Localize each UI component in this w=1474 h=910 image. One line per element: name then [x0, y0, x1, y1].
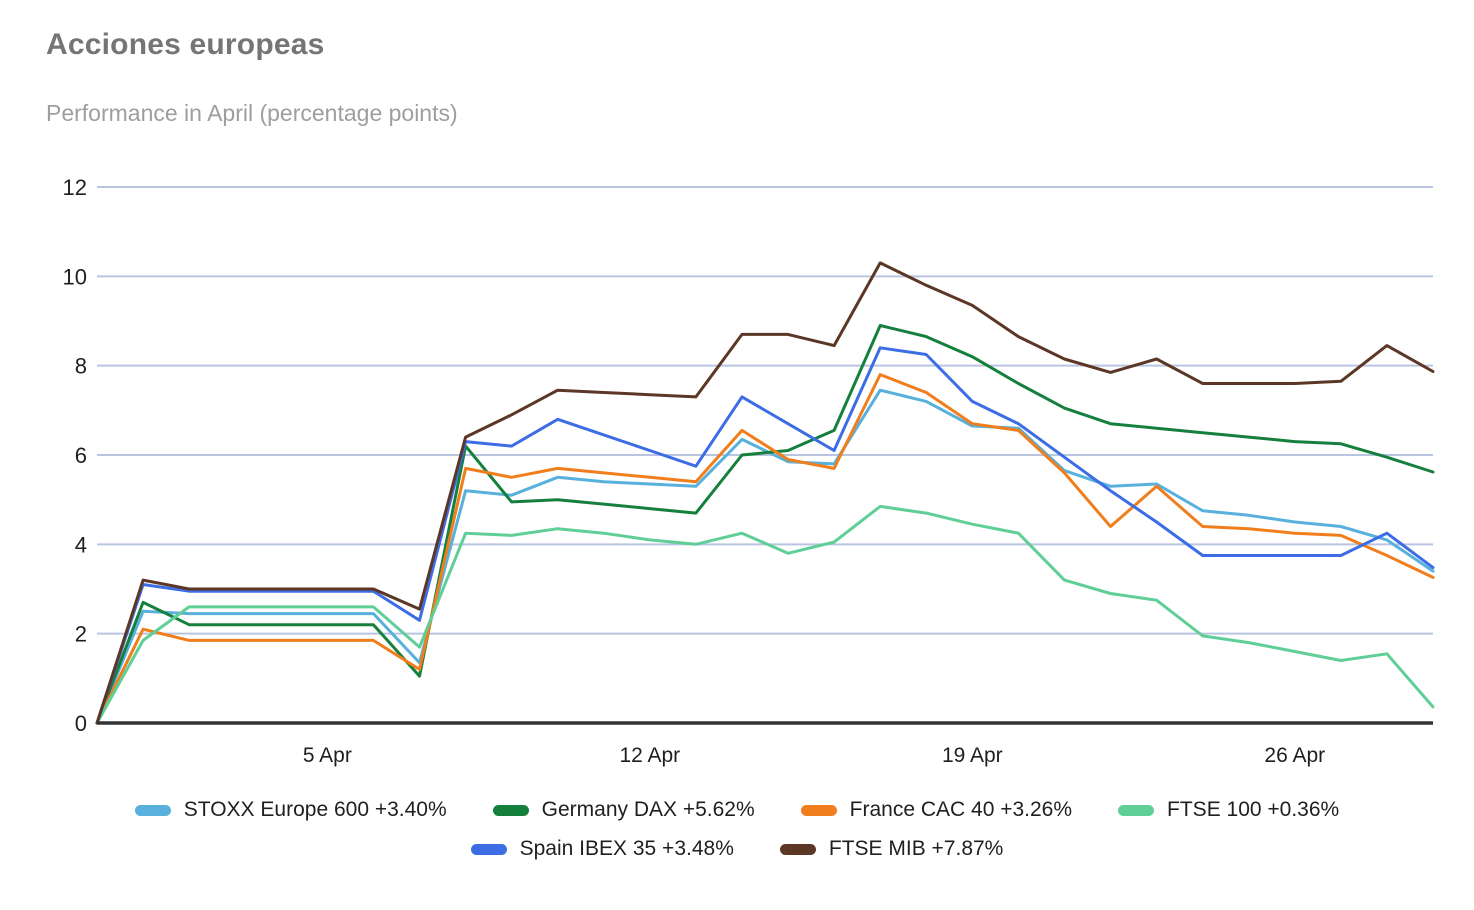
gridlines [97, 186, 1433, 635]
page-subtitle: Performance in April (percentage points) [46, 100, 458, 126]
chart-legend: STOXX Europe 600 +3.40% Germany DAX +5.62… [0, 796, 1474, 863]
legend-item: France CAC 40 +3.26% [800, 798, 1073, 822]
legend-swatch-icon [1118, 804, 1155, 816]
series-line-ftse-mib-7-87 [95, 261, 1435, 725]
legend-item: STOXX Europe 600 +3.40% [134, 798, 447, 822]
series-lines [95, 261, 1435, 725]
y-tick-label: 0 [75, 711, 87, 736]
legend-label: France CAC 40 +3.26% [849, 798, 1073, 821]
series-line-spain-ibex-35-3-48 [95, 346, 1435, 725]
x-tick-label: 19 Apr [942, 744, 1003, 767]
legend-item: Germany DAX +5.62% [492, 798, 755, 822]
y-tick-label: 10 [63, 264, 87, 289]
legend-item: FTSE 100 +0.36% [1118, 798, 1339, 822]
legend-label: Spain IBEX 35 +3.48% [519, 837, 734, 860]
series-line-ftse-100-0-36 [95, 504, 1435, 725]
legend-swatch-icon [492, 804, 529, 816]
page-title: Acciones europeas [46, 28, 325, 61]
x-tick-label: 12 Apr [619, 744, 680, 767]
legend-row: STOXX Europe 600 +3.40% Germany DAX +5.62… [0, 796, 1474, 824]
legend-label: FTSE MIB +7.87% [828, 837, 1004, 860]
series-line-france-cac-40-3-26 [95, 373, 1435, 725]
series-line-stoxx-europe-600-3-40 [95, 388, 1435, 725]
x-tick-label: 26 Apr [1264, 744, 1325, 767]
y-tick-label: 2 [75, 622, 87, 647]
x-axis-tick-labels: 5 Apr 12 Apr 19 Apr 26 Apr [303, 744, 1325, 767]
x-tick-label: 5 Apr [303, 744, 352, 767]
y-axis-tick-labels: 0 2 4 6 8 10 12 [63, 175, 87, 736]
legend-item: Spain IBEX 35 +3.48% [470, 837, 734, 861]
legend-label: Germany DAX +5.62% [541, 798, 755, 821]
legend-swatch-icon [779, 843, 816, 855]
y-tick-label: 8 [75, 354, 87, 379]
legend-row: Spain IBEX 35 +3.48% FTSE MIB +7.87% [0, 835, 1474, 863]
legend-swatch-icon [800, 804, 837, 816]
y-tick-label: 4 [75, 532, 87, 557]
legend-label: FTSE 100 +0.36% [1167, 798, 1340, 821]
legend-swatch-icon [470, 843, 507, 855]
y-tick-label: 12 [63, 175, 87, 200]
y-tick-label: 6 [75, 443, 87, 468]
line-chart-canvas: 0 2 4 6 8 10 12 5 Apr 12 Apr 19 Apr 26 Apr [63, 175, 1435, 767]
legend-label: STOXX Europe 600 +3.40% [183, 798, 447, 821]
legend-item: FTSE MIB +7.87% [779, 837, 1004, 861]
series-line-germany-dax-5-62 [95, 324, 1435, 725]
legend-swatch-icon [134, 804, 171, 816]
